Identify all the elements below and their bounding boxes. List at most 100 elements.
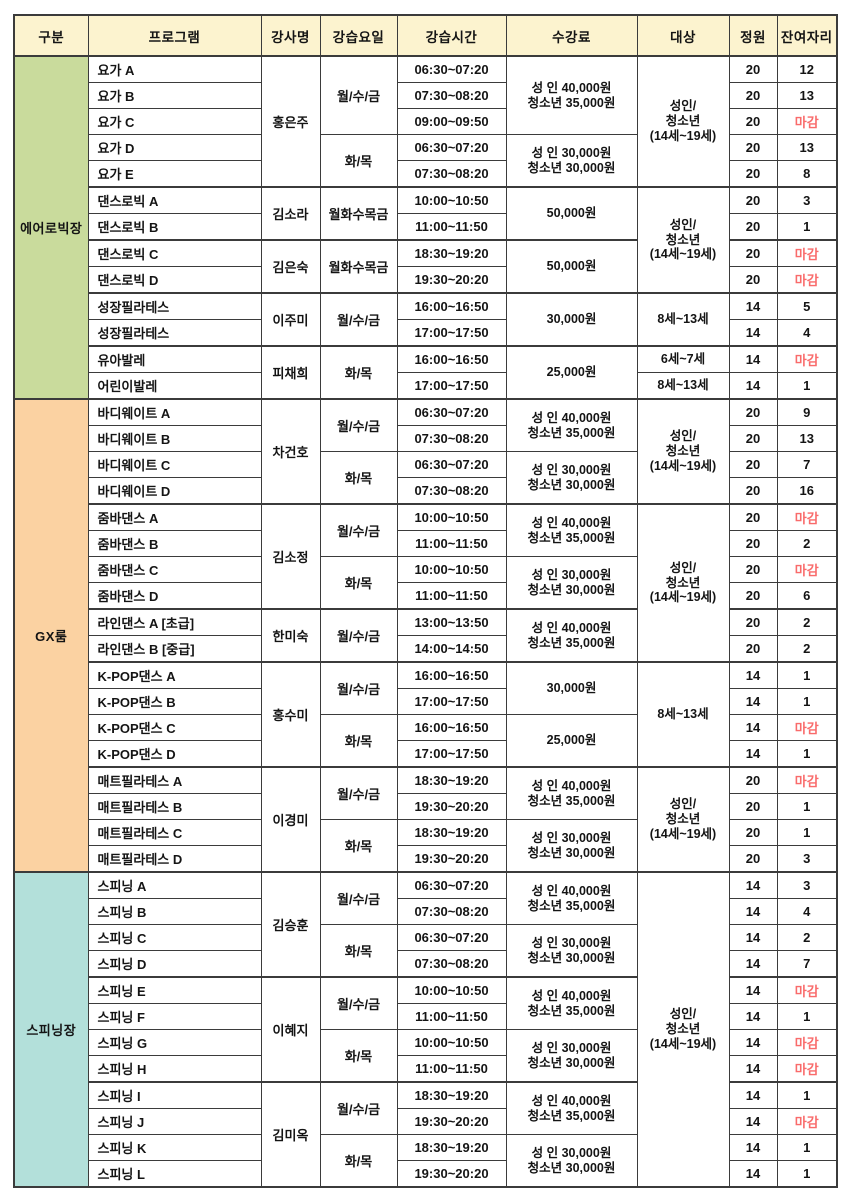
capacity-cell: 20 xyxy=(728,213,778,241)
time-cell: 07:30~08:20 xyxy=(396,425,507,452)
time-cell: 17:00~17:50 xyxy=(396,740,507,768)
capacity-cell: 20 xyxy=(728,55,778,83)
table-row: 매트필라테스 A 이경미 월/수/금 18:30~19:20 성 인 40,000원 청… xyxy=(14,766,838,873)
instructor-cell: 한미숙 xyxy=(260,608,321,663)
time-cell: 19:30~20:20 xyxy=(396,845,507,873)
target-cell: 성인/ 청소년 (14세~19세) xyxy=(636,55,730,188)
capacity-cell: 14 xyxy=(728,688,778,715)
header-capacity: 정원 xyxy=(728,14,778,57)
capacity-cell: 14 xyxy=(728,898,778,925)
program-cell: 라인댄스 A [초급] xyxy=(87,608,262,636)
table-row: 유아발레 피채희 화/목 16:00~16:50 25,000원 6세~7세 14 마감 xyxy=(14,345,838,400)
table-row: 댄스로빅 C 김은숙 월화수목금 18:30~19:20 50,000원 20 마감 xyxy=(14,239,838,294)
time-cell: 10:00~10:50 xyxy=(396,976,507,1004)
capacity-cell: 14 xyxy=(728,372,778,400)
table-row: 스피닝 J 19:30~20:20 14 마감 xyxy=(14,1108,838,1135)
program-cell: K-POP댄스 A xyxy=(87,661,262,689)
program-cell: 바디웨이트 D xyxy=(87,477,262,505)
instructor-cell: 이경미 xyxy=(260,766,321,873)
instructor-cell: 김소정 xyxy=(260,503,321,610)
fee-cell: 성 인 40,000원 청소년 35,000원 xyxy=(505,398,638,452)
remaining-cell: 마감 xyxy=(776,556,838,583)
table-row: 바디웨이트 B 07:30~08:20 20 13 xyxy=(14,425,838,452)
capacity-cell: 20 xyxy=(728,425,778,452)
time-cell: 06:30~07:20 xyxy=(396,398,507,426)
program-cell: 줌바댄스 A xyxy=(87,503,262,531)
days-cell: 월화수목금 xyxy=(319,239,398,294)
remaining-cell: 16 xyxy=(776,477,838,505)
table-row: K-POP댄스 D 17:00~17:50 14 1 xyxy=(14,740,838,768)
program-cell: 성장필라테스 xyxy=(87,319,262,347)
capacity-cell: 20 xyxy=(728,160,778,188)
remaining-cell: 3 xyxy=(776,871,838,899)
remaining-cell: 마감 xyxy=(776,266,838,294)
remaining-cell: 마감 xyxy=(776,714,838,741)
table-row: 스피닝 G 화/목 10:00~10:50 성 인 30,000원 청소년 30,00… xyxy=(14,1029,838,1083)
table-row: 줌바댄스 B 11:00~11:50 20 2 xyxy=(14,530,838,557)
time-cell: 09:00~09:50 xyxy=(396,108,507,135)
days-cell: 화/목 xyxy=(319,1029,398,1083)
capacity-cell: 14 xyxy=(728,292,778,320)
capacity-cell: 14 xyxy=(728,319,778,347)
class-schedule-table: 구분 프로그램 강사명 강습요일 강습시간 수강료 대상 정원 잔여자리 에어로… xyxy=(13,14,838,1188)
time-cell: 17:00~17:50 xyxy=(396,688,507,715)
capacity-cell: 20 xyxy=(728,582,778,610)
time-cell: 17:00~17:50 xyxy=(396,319,507,347)
remaining-cell: 마감 xyxy=(776,108,838,135)
program-cell: 스피닝 K xyxy=(87,1134,262,1161)
instructor-cell: 차건호 xyxy=(260,398,321,505)
program-cell: 줌바댄스 C xyxy=(87,556,262,583)
fee-cell: 성 인 40,000원 청소년 35,000원 xyxy=(505,766,638,820)
time-cell: 16:00~16:50 xyxy=(396,292,507,320)
program-cell: 유아발레 xyxy=(87,345,262,373)
time-cell: 19:30~20:20 xyxy=(396,1160,507,1188)
remaining-cell: 마감 xyxy=(776,345,838,373)
remaining-cell: 4 xyxy=(776,319,838,347)
program-cell: 요가 C xyxy=(87,108,262,135)
table-row: 줌바댄스 A 김소정 월/수/금 10:00~10:50 성 인 40,000원 청소년… xyxy=(14,503,838,663)
time-cell: 16:00~16:50 xyxy=(396,661,507,689)
capacity-cell: 20 xyxy=(728,503,778,531)
program-cell: 요가 E xyxy=(87,160,262,188)
remaining-cell: 1 xyxy=(776,213,838,241)
time-cell: 06:30~07:20 xyxy=(396,55,507,83)
table-row: 에어로빅장 요가 A 홍은주 월/수/금 06:30~07:20 성 인 40,000원 … xyxy=(13,55,838,400)
fee-cell: 25,000원 xyxy=(505,345,638,400)
table-row: 댄스로빅 A 김소라 월화수목금 10:00~10:50 50,000원 성인/ 청소년 … xyxy=(14,186,838,294)
fee-cell: 30,000원 xyxy=(505,292,638,347)
time-cell: 06:30~07:20 xyxy=(396,871,507,899)
program-cell: 스피닝 H xyxy=(87,1055,262,1083)
instructor-cell: 김승훈 xyxy=(260,871,321,978)
remaining-cell: 13 xyxy=(776,134,838,161)
capacity-cell: 14 xyxy=(728,950,778,978)
remaining-cell: 6 xyxy=(776,582,838,610)
fee-cell: 성 인 40,000원 청소년 35,000원 xyxy=(505,871,638,925)
days-cell: 월/수/금 xyxy=(319,1081,398,1135)
fee-cell: 성 인 40,000원 청소년 35,000원 xyxy=(505,503,638,557)
program-cell: 매트필라테스 D xyxy=(87,845,262,873)
program-cell: 스피닝 B xyxy=(87,898,262,925)
remaining-cell: 2 xyxy=(776,530,838,557)
capacity-cell: 20 xyxy=(728,793,778,820)
category-cell: 에어로빅장 xyxy=(13,55,89,400)
time-cell: 16:00~16:50 xyxy=(396,345,507,373)
capacity-cell: 20 xyxy=(728,108,778,135)
days-cell: 월/수/금 xyxy=(319,55,398,135)
capacity-cell: 20 xyxy=(728,608,778,636)
time-cell: 11:00~11:50 xyxy=(396,530,507,557)
days-cell: 화/목 xyxy=(319,924,398,978)
table-row: 스피닝 F 11:00~11:50 14 1 xyxy=(14,1003,838,1030)
target-cell: 8세~13세 xyxy=(636,372,730,400)
time-cell: 17:00~17:50 xyxy=(396,372,507,400)
remaining-cell: 7 xyxy=(776,451,838,478)
time-cell: 07:30~08:20 xyxy=(396,898,507,925)
table-row: 라인댄스 B [중급] 14:00~14:50 20 2 xyxy=(14,635,838,663)
program-cell: 어린이발레 xyxy=(87,372,262,400)
program-cell: 스피닝 L xyxy=(87,1160,262,1188)
program-cell: 매트필라테스 C xyxy=(87,819,262,846)
table-row: K-POP댄스 B 17:00~17:50 14 1 xyxy=(14,688,838,715)
remaining-cell: 13 xyxy=(776,425,838,452)
table-row: 요가 B 07:30~08:20 20 13 xyxy=(14,82,838,109)
fee-cell: 25,000원 xyxy=(505,714,638,768)
program-cell: 스피닝 E xyxy=(87,976,262,1004)
